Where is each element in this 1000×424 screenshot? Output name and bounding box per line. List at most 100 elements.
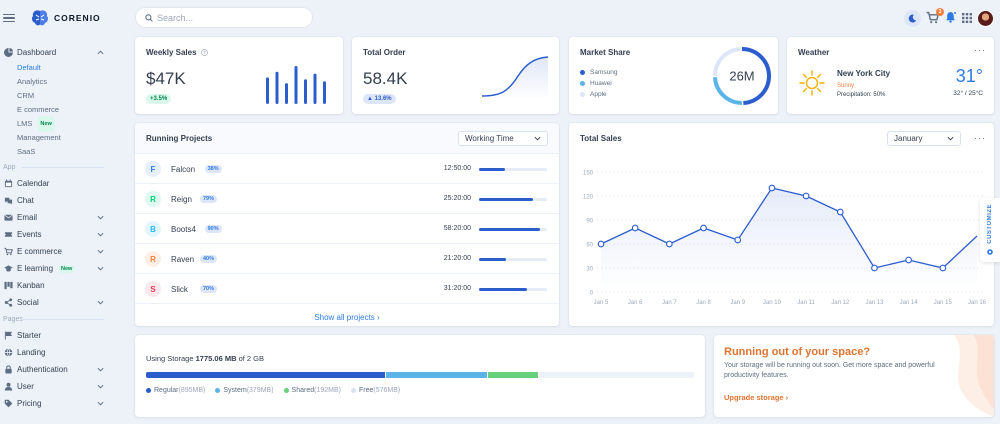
sidebar-subitem-lms[interactable]: LMS New — [0, 116, 110, 132]
sidebar-subitem-saas[interactable]: SaaS — [0, 145, 110, 159]
hamburger-menu-icon[interactable] — [3, 13, 15, 23]
chat-icon — [3, 196, 13, 206]
chevron-down-icon — [947, 136, 954, 141]
x-tick-label: Jan 9 — [730, 300, 745, 306]
sidebar-item-label: Landing — [17, 348, 46, 357]
month-select[interactable]: January — [887, 131, 961, 146]
project-avatar: F — [145, 161, 161, 177]
weekly-sales-bar — [266, 77, 269, 104]
sidebar-item-label: E commerce — [17, 105, 60, 114]
working-time-select[interactable]: Working Time — [458, 131, 548, 146]
sales-point[interactable] — [905, 256, 912, 264]
weather-card: Weather ··· New York City Sunny Precipit… — [787, 37, 994, 114]
x-tick-label: Jan 15 — [934, 300, 953, 306]
project-name[interactable]: Reign — [171, 195, 192, 204]
theme-toggle-button[interactable] — [904, 9, 921, 27]
brand-name[interactable]: CORENIO — [54, 13, 101, 23]
card-title-text: Weekly Sales — [146, 48, 197, 57]
sidebar-nav: Dashboard Default Analytics CRM E commerce L… — [0, 44, 110, 412]
sidebar-subitem-default[interactable]: Default — [0, 61, 110, 75]
sidebar-item-email[interactable]: Email — [0, 209, 110, 226]
storage-legend-item-shared: Shared (192MB) — [283, 387, 341, 394]
user-icon — [3, 382, 13, 392]
sidebar-subitem-analytics[interactable]: Analytics — [0, 75, 110, 89]
weather-temp-range: 32° / 25°C — [953, 90, 983, 97]
sidebar-item-calendar[interactable]: Calendar — [0, 175, 110, 192]
project-progress-fill — [479, 288, 527, 291]
chevron-down-icon — [97, 300, 104, 305]
upgrade-storage-link[interactable]: Upgrade storage › — [724, 393, 789, 402]
brain-logo-icon[interactable] — [30, 9, 50, 27]
sidebar-item-e-commerce[interactable]: E commerce — [0, 243, 110, 260]
weather-more-button[interactable]: ··· — [974, 45, 986, 55]
legend-dot — [580, 92, 585, 97]
project-name[interactable]: Boots4 — [171, 225, 196, 234]
y-tick-label: 0 — [590, 291, 594, 297]
project-row[interactable]: R Reign 79% 25:20:00 — [135, 184, 559, 214]
sales-point[interactable] — [802, 192, 810, 200]
sidebar-item-label: Chat — [17, 196, 34, 205]
total-order-value: 58.4K — [363, 69, 408, 88]
running-projects-card: Running Projects Working Time F Falcon 38%… — [135, 123, 559, 326]
project-name[interactable]: Raven — [171, 255, 195, 264]
project-percent-badge: 70% — [200, 285, 218, 293]
x-tick-label: Jan 10 — [763, 300, 782, 306]
select-value: Working Time — [465, 134, 514, 143]
show-all-projects-link[interactable]: Show all projects › — [314, 313, 380, 322]
sidebar-item-authentication[interactable]: Authentication — [0, 361, 110, 378]
sales-point[interactable] — [836, 208, 844, 216]
sidebar-item-landing[interactable]: Landing — [0, 344, 110, 361]
y-tick-label: 30 — [586, 267, 593, 273]
project-row[interactable]: R Raven 40% 21:20:00 — [135, 244, 559, 274]
weekly-sales-value: $47K — [146, 69, 186, 88]
sidebar-item-user[interactable]: User — [0, 378, 110, 395]
sidebar-item-kanban[interactable]: Kanban — [0, 277, 110, 294]
sales-point[interactable] — [939, 264, 947, 272]
project-name[interactable]: Slick — [171, 285, 188, 294]
sidebar-subitem-crm[interactable]: CRM — [0, 89, 110, 103]
x-tick-label: Jan 11 — [797, 300, 815, 306]
sun-icon — [799, 70, 825, 96]
sales-point[interactable] — [631, 224, 639, 232]
sidebar-item-dashboard[interactable]: Dashboard — [0, 44, 110, 61]
storage-label-suffix: of 2 GB — [236, 354, 264, 363]
sidebar-subitem-management[interactable]: Management — [0, 131, 110, 145]
sidebar-item-social[interactable]: Social — [0, 294, 110, 311]
sidebar-item-pricing[interactable]: Pricing — [0, 395, 110, 412]
apps-grid-icon[interactable] — [962, 13, 972, 23]
sales-point[interactable] — [768, 184, 776, 192]
sidebar-item-e-learning[interactable]: E learning New — [0, 260, 110, 277]
pie-chart-icon — [3, 48, 13, 58]
project-row[interactable]: F Falcon 38% 12:50:00 — [135, 154, 559, 184]
storage-used-value: 1775.06 MB — [195, 354, 237, 363]
chevron-down-icon — [97, 266, 104, 271]
cart-button[interactable]: 3 — [926, 8, 944, 25]
sales-point[interactable] — [700, 224, 707, 232]
sidebar-item-starter[interactable]: Starter — [0, 327, 110, 344]
project-progress-fill — [479, 168, 505, 171]
search-box[interactable] — [135, 7, 313, 28]
weather-temperature: 31° — [955, 66, 983, 86]
sales-point[interactable] — [871, 264, 878, 272]
weather-city: New York City — [837, 69, 891, 78]
notifications-button[interactable] — [945, 11, 957, 25]
sales-point[interactable] — [734, 236, 742, 244]
sales-point[interactable] — [597, 240, 605, 248]
info-icon[interactable]: ? — [200, 49, 208, 56]
project-avatar: S — [145, 281, 161, 297]
total-sales-more-button[interactable]: ··· — [974, 133, 986, 143]
project-name[interactable]: Falcon — [171, 165, 196, 174]
project-percent-badge: 79% — [200, 195, 218, 203]
user-avatar[interactable] — [977, 9, 994, 27]
project-row[interactable]: S Slick 70% 31:20:00 — [135, 274, 559, 304]
storage-label-prefix: Using Storage — [146, 354, 196, 363]
customize-tab[interactable]: CUSTOMIZE — [980, 198, 1000, 262]
sidebar-item-chat[interactable]: Chat — [0, 192, 110, 209]
search-input[interactable] — [157, 12, 307, 23]
sidebar-item-events[interactable]: Events — [0, 226, 110, 243]
ticket-icon — [3, 230, 13, 240]
project-row[interactable]: B Boots4 90% 58:20:00 — [135, 214, 559, 244]
sidebar-subitem-e-commerce[interactable]: E commerce — [0, 103, 110, 117]
sales-point[interactable] — [666, 240, 673, 248]
total-order-title: Total Order — [363, 48, 406, 57]
